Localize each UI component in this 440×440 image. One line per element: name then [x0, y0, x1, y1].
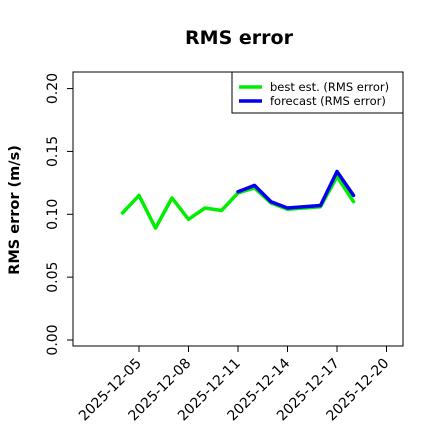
y-tick-label: 0.20	[45, 73, 61, 104]
x-axis: 2025-12-052025-12-082025-12-112025-12-14…	[76, 346, 392, 424]
legend-label: best est. (RMS error)	[270, 80, 389, 94]
y-axis-label: RMS error (m/s)	[7, 145, 23, 275]
series-line-best-estimate	[120, 174, 356, 230]
y-tick-label: 0.15	[45, 136, 61, 167]
legend-box	[231, 71, 404, 114]
y-axis: 0.00 0.05 0.10 0.15 0.20	[45, 73, 73, 356]
y-tick-label: 0.00	[45, 324, 61, 355]
chart-title: RMS error	[185, 27, 294, 49]
legend-label: forecast (RMS error)	[270, 94, 386, 108]
series-line-forecast	[236, 169, 356, 210]
series-layer	[120, 169, 356, 230]
y-tick-label: 0.05	[45, 262, 61, 293]
y-tick-label: 0.10	[45, 199, 61, 230]
legend: best est. (RMS error)forecast (RMS error…	[231, 71, 404, 114]
